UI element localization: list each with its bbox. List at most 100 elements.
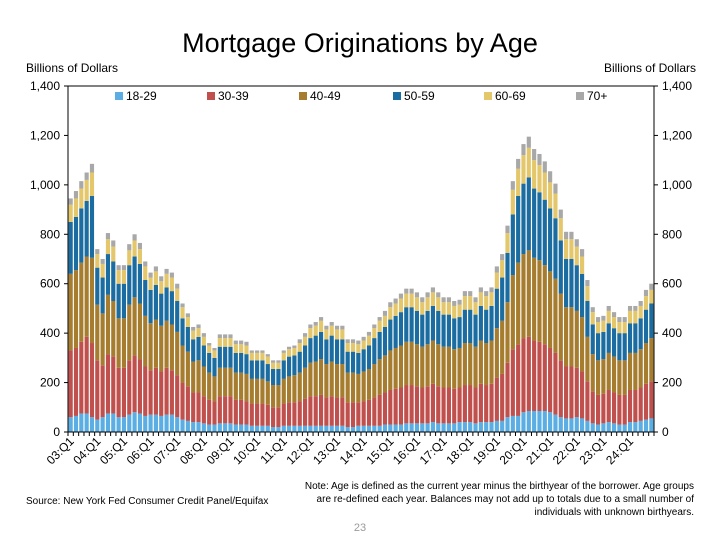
bar-50-59-104 [622,333,627,361]
bar-30-39-63 [404,385,409,424]
bar-70+-39 [276,360,281,363]
bar-18-29-28 [217,423,222,432]
bar-50-59-40 [281,360,286,379]
bar-30-39-17 [159,371,164,416]
bar-50-59-14 [143,280,148,316]
bar-40-49-78 [484,343,489,386]
bar-40-49-30 [228,367,233,397]
bar-30-39-36 [260,403,265,426]
bar-50-59-6 [100,277,105,314]
y-tick-label-left: 1,200 [30,128,60,142]
bar-30-39-4 [89,343,95,418]
bar-30-39-98 [590,391,595,424]
bar-30-39-103 [617,394,622,425]
bar-40-49-40 [281,378,286,404]
bar-50-59-92 [558,240,563,294]
bar-30-39-64 [409,385,414,424]
bar-30-39-27 [212,401,217,425]
bar-40-49-67 [425,344,430,387]
bar-70+-65 [414,292,420,298]
bar-18-29-47 [318,425,324,432]
bar-40-49-25 [201,366,206,397]
bar-50-59-11 [127,265,132,305]
y-tick-label-left: 0 [53,425,60,439]
bar-60-69-32 [239,344,244,353]
bar-18-29-104 [622,424,627,432]
bar-30-39-48 [324,397,329,426]
bar-50-59-68 [430,305,435,341]
bar-60-69-40 [281,352,286,361]
bar-30-39-40 [281,403,286,426]
bar-18-29-74 [462,422,467,432]
bar-60-69-23 [191,330,196,340]
x-tick-label: 11:Q1 [257,434,290,467]
bar-70+-105 [627,305,633,311]
bar-40-49-99 [595,360,601,395]
bar-18-29-77 [478,422,483,432]
bar-50-59-21 [180,318,185,346]
bar-18-29-39 [276,427,281,432]
bar-18-29-82 [505,417,510,432]
bar-40-49-77 [478,340,483,384]
bar-40-49-16 [153,319,158,368]
bar-30-39-20 [175,375,180,418]
bar-40-49-86 [526,250,531,337]
bar-30-39-84 [516,344,521,416]
bar-70+-46 [313,322,318,326]
bar-40-49-108 [643,343,649,384]
bar-30-39-104 [622,394,627,425]
bar-30-39-8 [111,356,116,414]
bar-60-69-76 [473,302,478,315]
bar-60-69-54 [356,344,361,353]
bar-50-59-91 [553,218,558,279]
bar-30-39-81 [500,373,505,421]
bar-30-39-32 [239,399,244,425]
bar-18-29-61 [393,424,398,432]
bar-18-29-22 [185,420,190,432]
bar-60-69-99 [595,322,601,334]
bar-40-49-35 [255,378,260,404]
bar-30-39-52 [345,402,350,428]
bar-18-29-14 [143,415,148,432]
bar-60-69-50 [334,329,340,340]
bar-60-69-83 [510,189,515,215]
bar-50-59-16 [153,284,158,320]
x-tick-label: 04:Q1 [70,434,103,467]
bar-18-29-19 [169,414,174,432]
bar-18-29-81 [500,420,505,432]
bar-60-69-55 [361,340,366,350]
bar-40-49-107 [638,349,643,388]
x-tick-label: 24:Q1 [603,434,636,467]
bar-70+-74 [462,291,467,297]
bar-60-69-14 [143,266,148,280]
bar-30-39-18 [164,367,169,415]
bar-18-29-48 [324,425,329,432]
bar-50-59-45 [308,338,313,363]
bar-30-39-1 [73,347,79,416]
bar-50-59-100 [601,331,606,360]
bar-70+-37 [265,354,270,357]
x-tick-label: 14:Q1 [337,434,370,467]
bar-70+-63 [404,288,409,294]
legend-label-18-29: 18-29 [126,89,157,103]
bar-60-69-25 [201,336,206,346]
bar-50-59-27 [212,357,217,377]
y-tick-label-right: 600 [662,277,682,291]
bar-60-69-75 [468,296,473,310]
bar-70+-102 [611,312,617,318]
bar-18-29-106 [633,422,638,432]
bar-30-39-44 [302,398,308,426]
bar-70+-14 [143,261,148,267]
bar-40-49-71 [446,346,451,388]
bar-50-59-84 [516,195,521,263]
bar-50-59-22 [185,326,190,352]
bar-50-59-59 [382,326,388,356]
bar-60-69-74 [462,296,467,310]
bar-18-29-75 [468,422,473,432]
bar-40-49-9 [116,318,121,368]
bar-30-39-24 [196,392,201,423]
bar-40-49-22 [185,351,190,387]
bar-50-59-44 [302,345,308,368]
bar-40-49-29 [223,367,228,397]
bar-70+-76 [473,297,478,303]
